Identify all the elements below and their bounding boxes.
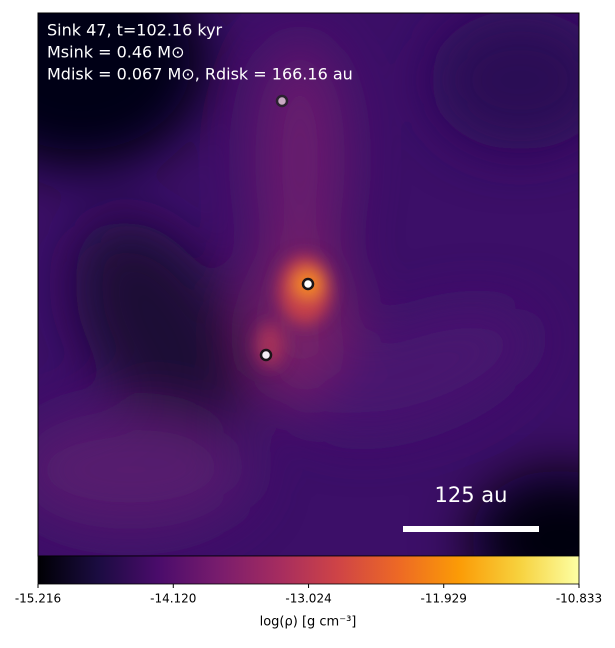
annotation: Sink 47, t=102.16 kyr bbox=[47, 21, 223, 40]
sink-marker bbox=[275, 94, 289, 108]
annotation: Mdisk = 0.067 M⊙, Rdisk = 166.16 au bbox=[47, 65, 353, 84]
colorbar-tick-label: -13.024 bbox=[285, 592, 331, 606]
colorbar-tick-label: -10.833 bbox=[556, 592, 602, 606]
density-map bbox=[38, 13, 579, 556]
colorbar-label: log(ρ) [g cm⁻³] bbox=[260, 615, 357, 630]
colorbar-tick-label: -14.120 bbox=[150, 592, 196, 606]
colorbar-tick-label: -11.929 bbox=[421, 592, 467, 606]
scale-bar-label: 125 au bbox=[435, 483, 508, 507]
sink-marker bbox=[259, 348, 273, 362]
colorbar bbox=[37, 555, 580, 585]
annotation: Msink = 0.46 M⊙ bbox=[47, 43, 185, 62]
colorbar-tick-label: -15.216 bbox=[15, 592, 61, 606]
scale-bar bbox=[403, 526, 539, 532]
sink-marker bbox=[301, 277, 315, 291]
